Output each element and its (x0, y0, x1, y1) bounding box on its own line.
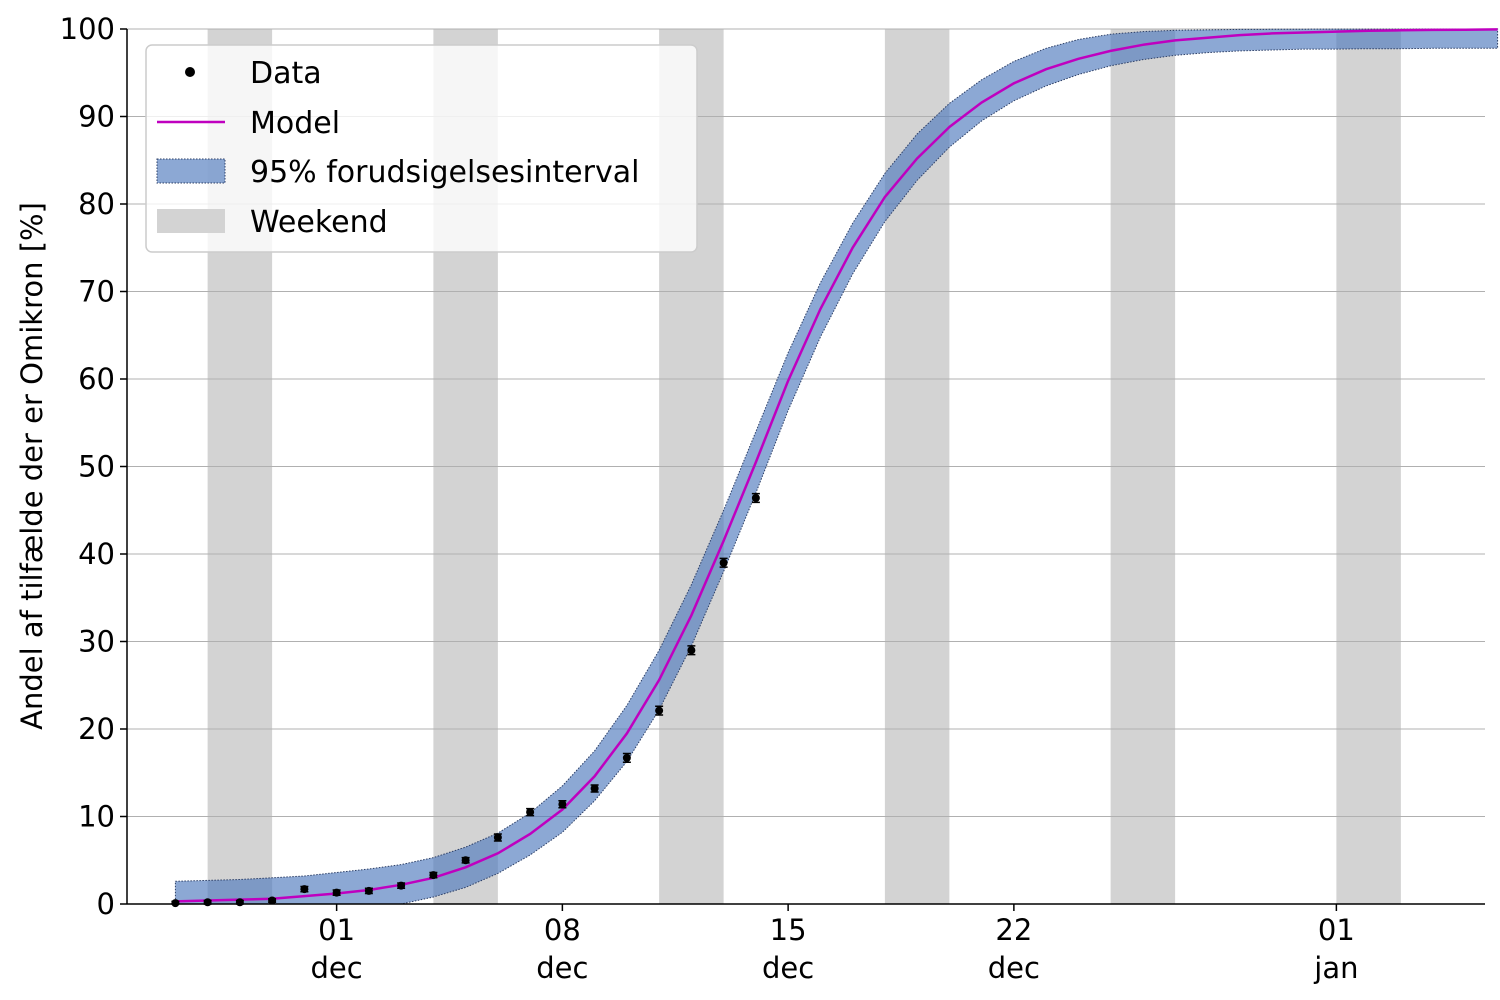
data-point-marker (203, 898, 212, 907)
y-tick-label: 70 (78, 275, 115, 309)
data-point-marker (235, 898, 244, 907)
legend-interval-swatch (156, 158, 226, 184)
data-point (397, 881, 406, 890)
y-tick-labels: 0 10 20 30 40 50 60 70 80 90 100 (60, 12, 127, 921)
legend-label-data: Data (250, 56, 322, 91)
data-point (493, 833, 502, 842)
x-tick-label-month: dec (988, 951, 1040, 985)
legend-label-interval: 95% forudsigelsesinterval (250, 155, 639, 190)
legend-label-weekend: Weekend (250, 205, 388, 240)
data-point-marker (268, 896, 277, 905)
data-point-marker (751, 494, 760, 502)
data-point (203, 898, 212, 907)
data-point-marker (300, 885, 309, 894)
data-point (751, 492, 760, 504)
data-point-marker (397, 881, 406, 890)
data-point-marker (429, 871, 438, 880)
data-point-marker (558, 800, 567, 809)
y-axis-label: Andel af tilfælde der er Omikron [%] (15, 202, 49, 730)
data-point (332, 888, 341, 897)
model-line-layer (175, 28, 1498, 903)
legend: Data Model 95% forudsigelsesinterval Weeken… (145, 44, 698, 253)
data-point (719, 557, 728, 568)
data-point-marker (655, 706, 664, 715)
data-point (300, 885, 309, 894)
x-tick-labels: 01 dec 08 dec 15 dec 22 dec 01 jan (311, 904, 1358, 985)
y-tick-label: 60 (78, 362, 115, 396)
data-point-marker (332, 888, 341, 897)
y-tick-label: 20 (78, 712, 115, 746)
data-point-marker (461, 856, 470, 865)
data-point (590, 784, 599, 793)
data-point-marker (590, 784, 599, 793)
data-point-marker (719, 558, 728, 567)
data-point-marker (171, 899, 180, 908)
y-tick-label: 40 (78, 537, 115, 571)
model-line (175, 28, 1498, 903)
y-tick-label: 90 (78, 100, 115, 134)
y-tick-label: 80 (78, 187, 115, 221)
data-point (526, 807, 535, 817)
legend-weekend-swatch (157, 209, 225, 233)
data-point-marker (364, 886, 373, 895)
legend-data-swatch (185, 67, 195, 77)
data-point (622, 752, 631, 763)
data-point (687, 645, 696, 656)
legend-label-model: Model (250, 106, 340, 141)
x-tick-label-day: 08 (544, 913, 581, 947)
y-tick-label: 50 (78, 450, 115, 484)
legend-frame (145, 44, 698, 253)
y-tick-label: 0 (97, 887, 115, 921)
x-tick-label-day: 22 (995, 913, 1032, 947)
data-point-marker (687, 646, 696, 655)
x-tick-label-day: 01 (1318, 913, 1355, 947)
x-tick-label-month: jan (1313, 951, 1358, 985)
data-point-marker (493, 833, 502, 842)
x-tick-label-month: dec (536, 951, 588, 985)
data-point (558, 800, 567, 809)
data-point (461, 856, 470, 865)
data-point-marker (622, 753, 631, 762)
y-tick-label: 100 (60, 12, 115, 46)
data-point (268, 896, 277, 905)
x-tick-label-day: 15 (770, 913, 807, 947)
data-point (364, 886, 373, 895)
x-tick-label-month: dec (311, 951, 363, 985)
data-point (171, 899, 180, 908)
data-point (429, 871, 438, 880)
data-point (235, 898, 244, 907)
y-tick-label: 10 (78, 800, 115, 834)
data-point (655, 705, 664, 716)
x-tick-label-month: dec (762, 951, 814, 985)
x-tick-label-day: 01 (318, 913, 355, 947)
y-tick-label: 30 (78, 625, 115, 659)
data-point-marker (526, 808, 535, 817)
